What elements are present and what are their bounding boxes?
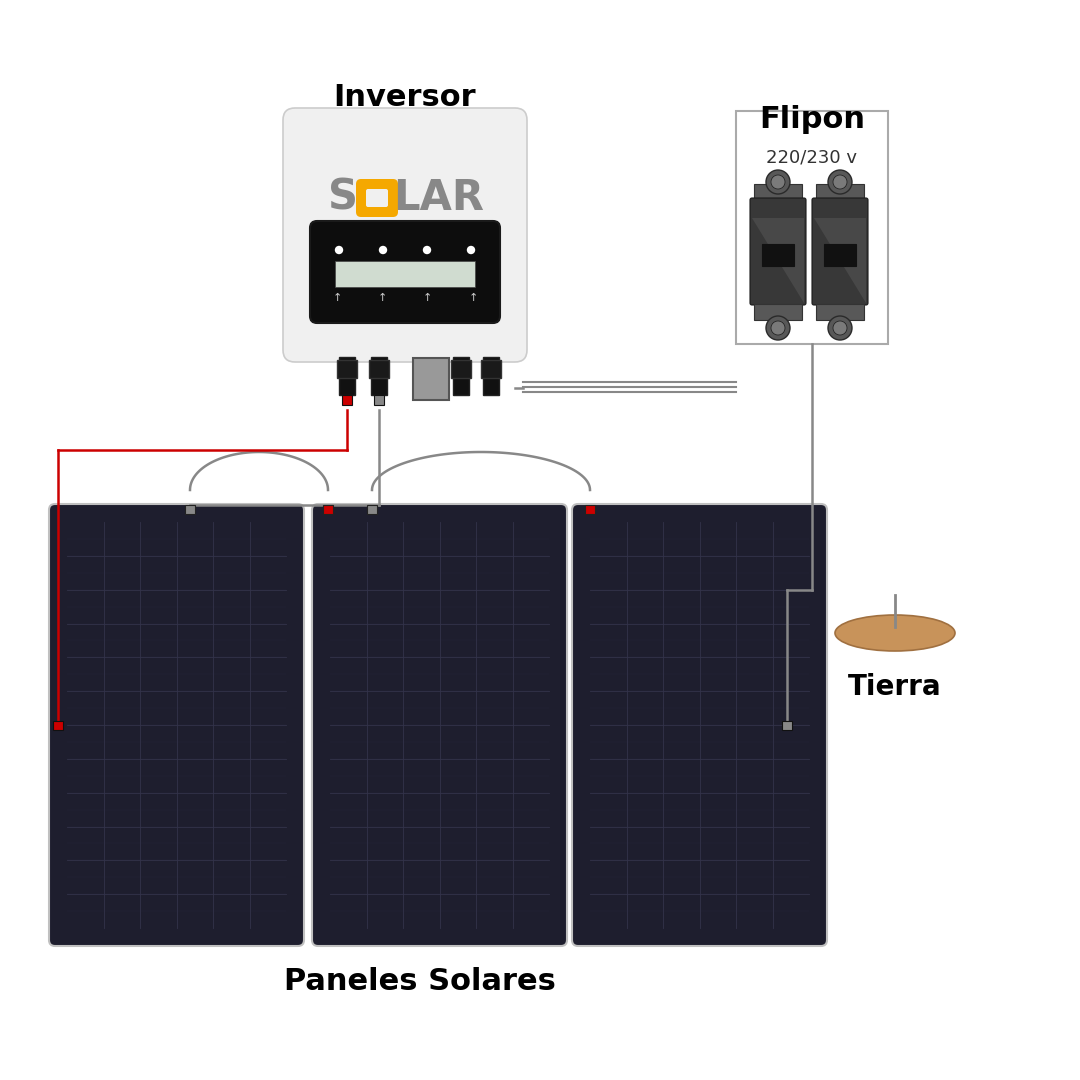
Bar (762, 244, 794, 266)
Text: Paneles Solares: Paneles Solares (284, 968, 556, 997)
Bar (754, 303, 802, 320)
Text: 220/230 v: 220/230 v (767, 149, 858, 167)
Circle shape (771, 321, 785, 335)
Text: ↑: ↑ (333, 293, 341, 303)
Circle shape (833, 321, 847, 335)
FancyBboxPatch shape (572, 504, 827, 946)
Bar (372, 357, 387, 395)
Bar (413, 357, 449, 400)
Polygon shape (814, 218, 866, 303)
Bar (782, 721, 792, 730)
Polygon shape (752, 218, 804, 303)
Bar (451, 360, 471, 378)
Bar (735, 111, 888, 345)
Text: ↑: ↑ (423, 293, 432, 303)
FancyBboxPatch shape (283, 108, 527, 362)
Bar (585, 505, 595, 514)
Text: Tierra: Tierra (848, 673, 942, 701)
Text: ↑: ↑ (469, 293, 477, 303)
Bar (337, 360, 357, 378)
Bar (824, 244, 856, 266)
Bar (339, 357, 355, 395)
Bar (323, 505, 333, 514)
Text: Inversor: Inversor (334, 83, 476, 112)
Bar (342, 395, 352, 405)
Circle shape (828, 316, 852, 340)
Circle shape (423, 246, 431, 254)
Bar (483, 357, 499, 395)
Text: S: S (328, 177, 357, 219)
Bar (374, 395, 384, 405)
Bar (816, 303, 864, 320)
Text: ↑: ↑ (378, 293, 387, 303)
Circle shape (771, 175, 785, 189)
Bar (53, 721, 63, 730)
Bar (185, 505, 195, 514)
FancyBboxPatch shape (366, 189, 388, 207)
Text: Flipon: Flipon (759, 106, 865, 135)
Bar (754, 184, 802, 200)
Bar (481, 360, 501, 378)
Bar (335, 261, 475, 287)
Bar (369, 360, 389, 378)
Bar (453, 357, 469, 395)
Circle shape (766, 170, 789, 194)
FancyBboxPatch shape (812, 198, 868, 305)
Circle shape (833, 175, 847, 189)
FancyBboxPatch shape (750, 198, 806, 305)
Bar (816, 184, 864, 200)
Bar (367, 505, 377, 514)
FancyBboxPatch shape (310, 221, 500, 323)
Circle shape (828, 170, 852, 194)
Circle shape (766, 316, 789, 340)
FancyBboxPatch shape (356, 179, 399, 217)
Circle shape (468, 246, 474, 254)
Circle shape (379, 246, 387, 254)
FancyBboxPatch shape (312, 504, 567, 946)
Text: LAR: LAR (393, 177, 485, 219)
Ellipse shape (835, 615, 955, 651)
Circle shape (336, 246, 342, 254)
FancyBboxPatch shape (49, 504, 303, 946)
